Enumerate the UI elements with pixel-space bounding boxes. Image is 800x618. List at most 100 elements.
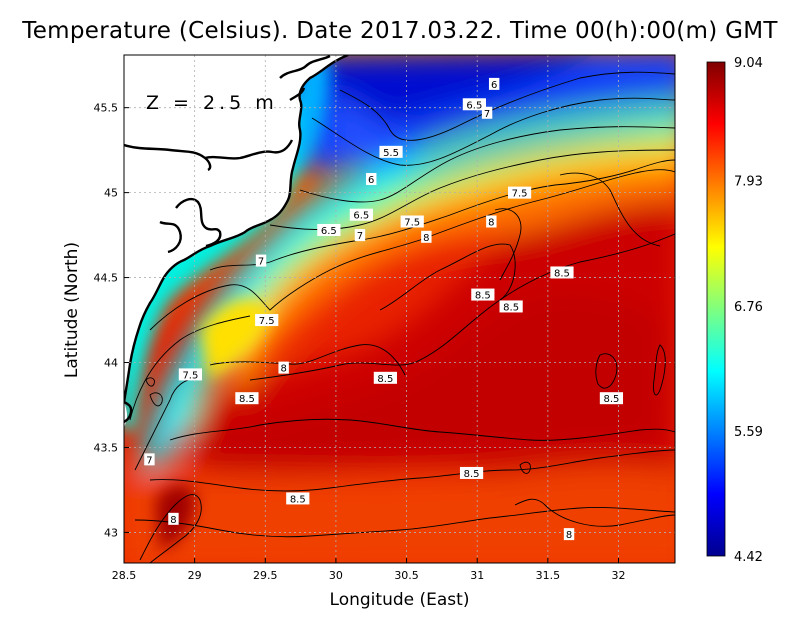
contour-label: 6 [366,173,377,186]
contour-label-box [486,215,497,228]
contour-label: 8.5 [235,392,259,405]
contour-label: 8.5 [499,300,523,313]
contour-label-text: 7.5 [512,189,528,200]
contour-label: 6.5 [349,208,373,222]
contour-label-text: 6.5 [466,100,482,111]
contour-label-text: 6 [491,80,497,91]
contour-label: 7 [144,453,155,466]
contour-label-text: 7 [484,109,490,120]
contour-label: 8.5 [599,392,624,405]
contour-label-text: 5.5 [383,148,399,159]
contour-label-box [499,300,523,313]
contour-label-text: 7 [357,231,363,242]
contour-label-text: 8 [170,515,176,526]
y-tick-label: 43.5 [94,441,119,454]
contour-label-text: 8.5 [464,469,480,480]
contour-label-box [459,466,484,479]
contour-label-box [373,371,397,384]
x-axis: 28.5 29 29.5 30 30.5 31 31.5 32 [112,558,625,582]
contour-label-text: 8.5 [239,394,255,405]
contour-label-text: 8 [280,364,286,375]
contour-label-box [488,77,500,90]
colorbar-tick-label: 6.76 [734,300,763,315]
contour-label: 8.5 [459,466,484,480]
contour-label: 7.5 [178,368,203,381]
contour-label: 8.5 [550,266,574,279]
contour-label-box [168,512,179,525]
y-tick-label: 44 [104,357,118,370]
contour-labels: 66.575.567.56.57.5 86.5 7 878.58.58.57.587.… [144,77,624,541]
contour-label-box [349,208,373,221]
contour-label: 7.5 [400,215,424,229]
colorbar-tick-label: 5.59 [734,425,763,440]
contour-label-text: 8.5 [377,374,393,385]
contour-label: 8 [563,528,575,541]
contour-label: 8 [168,512,179,526]
contour-label-box [507,186,532,199]
contour-label-text: 7.5 [404,218,420,229]
x-axis-label: Longitude (East) [329,590,470,610]
contour-label-text: 8 [488,218,494,229]
colorbar-ticks: 9.04 7.93 6.76 5.59 4.42 [734,56,763,565]
depth-label: Z = 2.5 m [146,92,278,114]
contour-label-box [144,453,155,466]
contour-label-box [462,98,486,111]
x-tick-label: 32 [611,569,625,582]
contour-label-box [255,254,267,267]
contour-label-text: 8.5 [554,268,570,279]
contour-label-box [400,215,424,228]
contour-label-text: 7 [258,257,264,268]
contour-label-text: 6 [368,175,374,186]
contour-label-box [278,361,289,374]
contour-label: 5.5 [379,145,403,159]
y-axis-label: Latitude (North) [62,241,82,379]
x-tick-label: 30 [329,569,343,582]
contour-label-box [599,392,624,405]
contour-label: 8 [278,361,289,375]
x-tick-label: 29 [188,569,202,582]
contour-label: 8 [421,230,432,244]
contour-label-box [317,223,341,236]
contour-label-box [235,392,259,405]
contour-label-text: 8 [566,530,572,541]
y-tick-label: 45.5 [94,102,119,115]
contour-label-box [563,528,575,541]
contour-label-text: 8 [423,233,429,244]
contour-label-text: 8.5 [475,291,491,302]
colorbar-tick-label: 7.93 [734,175,763,190]
contour-label: 8.5 [471,288,495,302]
contour-label: 6.5 [462,98,486,111]
contour-label-box [481,106,493,119]
map-frame [123,54,676,564]
contour-label-box [286,492,310,505]
x-tick-label: 30.5 [394,569,419,582]
contour-label-text: 6.5 [321,226,337,237]
contour-label-box [421,230,432,243]
colorbar [706,61,726,557]
map-title: Temperature (Celsius). Date 2017.03.22. … [22,18,778,44]
y-axis: 43 43.5 44 44.5 45 45.5 [94,102,129,539]
contour-label: 8.5 [286,492,310,505]
colorbar-tick-label: 9.04 [734,56,763,71]
contour-label: 6.5 [317,223,341,237]
contour-label: 7 [255,254,267,268]
coastline [124,55,349,423]
x-tick-label: 29.5 [253,569,278,582]
contour-label: 7.5 [255,314,279,327]
temperature-field [124,55,675,563]
contour-label-text: 8.5 [603,394,619,405]
x-tick-label: 31.5 [536,569,561,582]
contour-label: 6 [488,77,500,91]
contour-label-text: 8.5 [290,494,306,505]
contour-label-box [366,173,377,186]
contour-label: 7.5 [507,186,532,200]
contour-label-box [354,229,366,242]
contour-label-box [471,288,495,301]
contour-label-box [255,314,279,327]
contour-label-box [178,368,203,381]
contour-lines [129,71,675,563]
x-tick-label: 31 [470,569,484,582]
contour-label-box [550,266,574,279]
contour-label-box [379,145,403,158]
